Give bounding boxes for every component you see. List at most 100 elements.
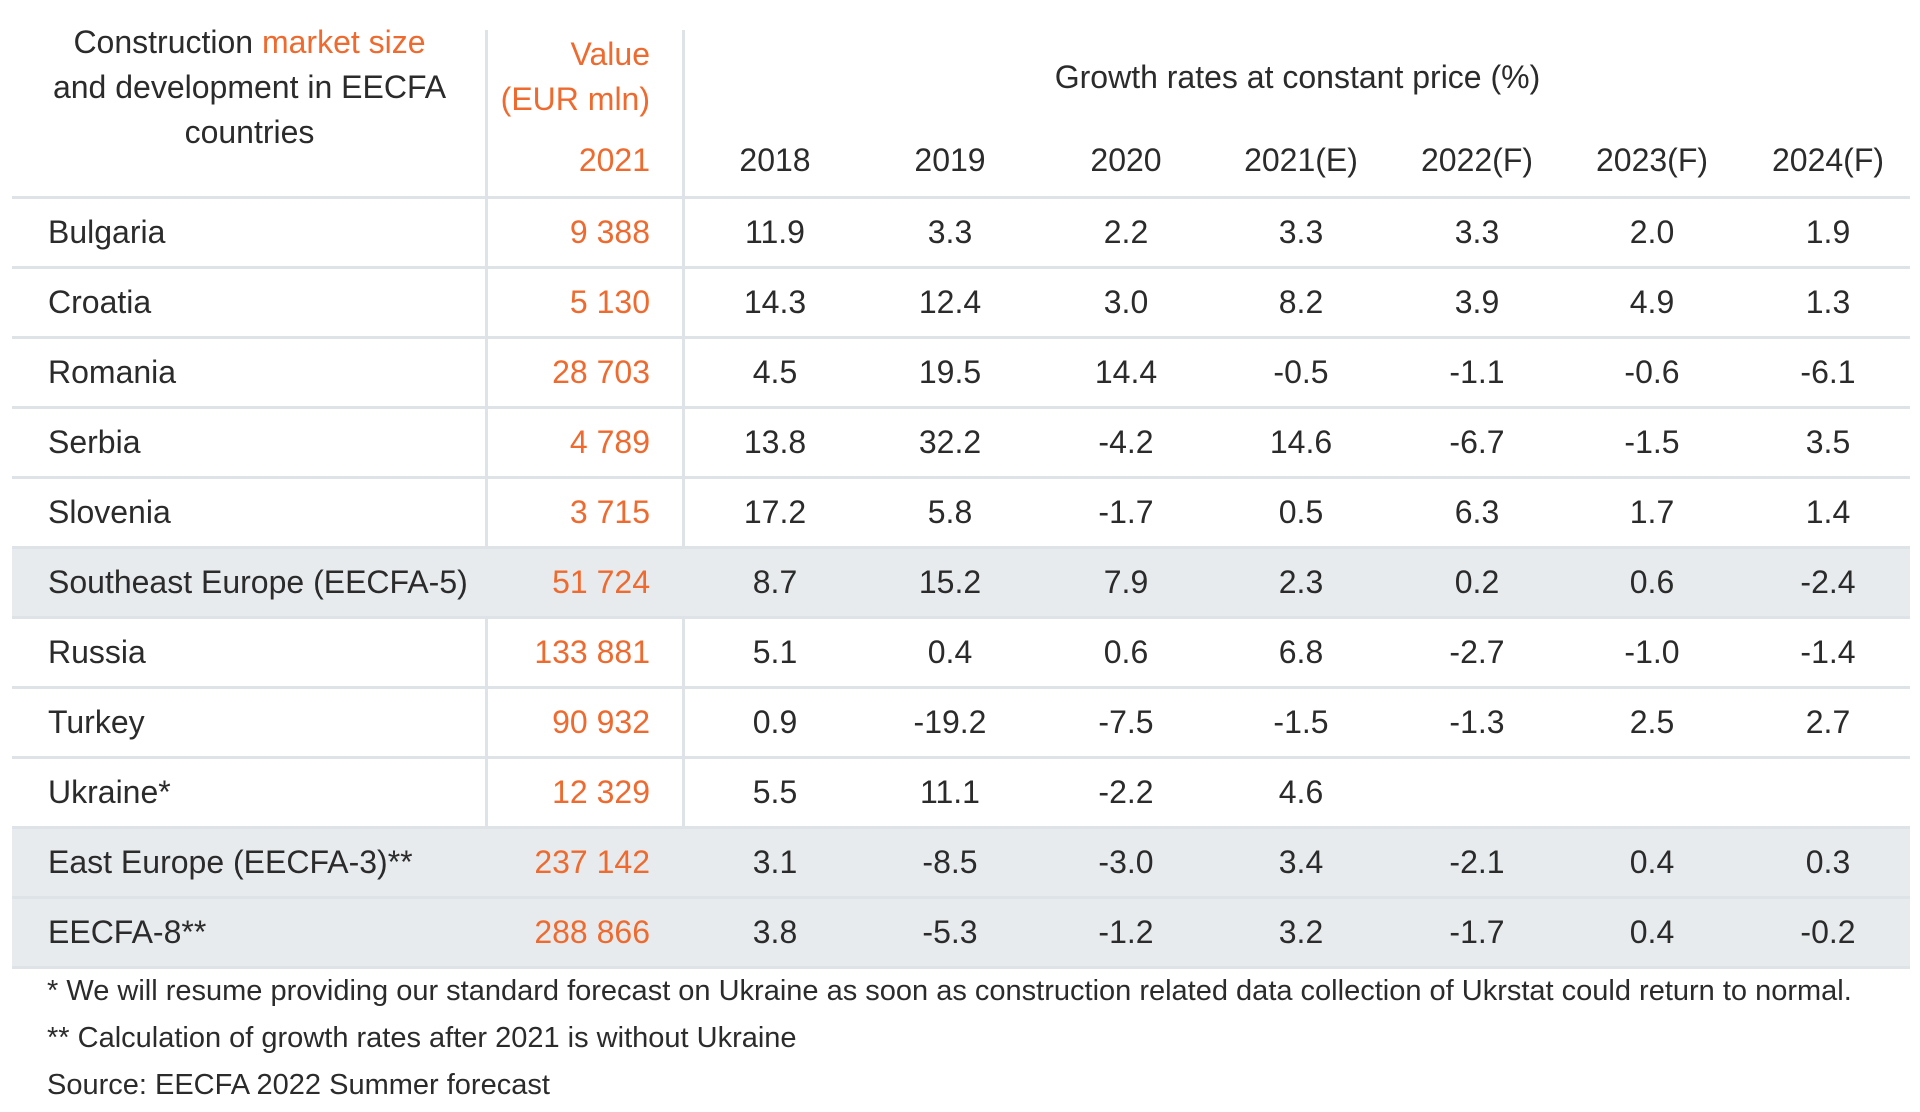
growth-cell: 1.9 (1805, 214, 1851, 250)
growth-cell: -19.2 (913, 704, 987, 740)
table-row: Slovenia 3 715 17.2 5.8 -1.7 0.5 6.3 1.7 1.4 (12, 479, 1910, 549)
growth-cell: -0.6 (1624, 354, 1680, 390)
footnote-line: * We will resume providing our standard … (47, 975, 1852, 1007)
growth-cell: -0.2 (1800, 914, 1856, 950)
growth-cell: -5.3 (922, 914, 978, 950)
row-name: Bulgaria (48, 214, 166, 250)
growth-cell: 7.9 (1103, 564, 1149, 600)
table-row: Ukraine* 12 329 5.5 11.1 -2.2 4.6 (12, 759, 1910, 829)
table-row: Southeast Europe (EECFA-5) 51 724 8.7 15.2 7… (12, 549, 1910, 619)
row-name: Southeast Europe (EECFA-5) (48, 564, 468, 600)
growth-cell: -1.3 (1449, 704, 1505, 740)
row-name: EECFA-8** (48, 914, 207, 950)
title-accent: market size (261, 24, 426, 60)
growth-cell: -1.4 (1800, 634, 1856, 670)
growth-cell: 3.0 (1103, 284, 1149, 320)
growth-cell: 2.7 (1805, 704, 1851, 740)
growth-cell: 4.5 (752, 354, 798, 390)
growth-cell: 1.4 (1805, 494, 1851, 530)
growth-cell: 6.8 (1278, 634, 1324, 670)
growth-cell: -2.2 (1098, 774, 1154, 810)
growth-cell: 3.4 (1278, 844, 1324, 880)
row-value: 288 866 (534, 914, 650, 950)
growth-cell: 12.4 (918, 284, 982, 320)
growth-header: Growth rates at constant price (%) (1054, 59, 1541, 95)
growth-cell: 17.2 (743, 494, 807, 530)
growth-cell: -1.7 (1098, 494, 1154, 530)
growth-cell: 0.3 (1805, 844, 1851, 880)
row-name: Croatia (48, 284, 152, 320)
row-value: 3 715 (569, 494, 650, 530)
growth-cell: 6.3 (1454, 494, 1500, 530)
growth-cell (1748, 759, 1908, 826)
year-header-2022f: 2022(F) (1420, 142, 1534, 178)
growth-cell: 5.5 (752, 774, 798, 810)
growth-cell: 3.3 (927, 214, 973, 250)
value-header: Value (EUR mln) (490, 32, 650, 122)
row-name: Slovenia (48, 494, 171, 530)
value-header-line1: Value (570, 36, 650, 72)
growth-cell: 0.6 (1629, 564, 1675, 600)
growth-cell: 5.8 (927, 494, 973, 530)
header-divider (12, 196, 1910, 199)
table-row: East Europe (EECFA-3)** 237 142 3.1 -8.5 -3.… (12, 829, 1910, 899)
growth-cell (1572, 759, 1732, 826)
growth-cell: 11.9 (745, 214, 805, 250)
growth-cell: 1.7 (1629, 494, 1675, 530)
growth-cell: 0.6 (1103, 634, 1149, 670)
year-header-2020: 2020 (1090, 142, 1162, 178)
table-row: Turkey 90 932 0.9 -19.2 -7.5 -1.5 -1.3 2.5 2.7 (12, 689, 1910, 759)
growth-column-separator (682, 30, 685, 964)
growth-cell: -1.2 (1098, 914, 1154, 950)
title-part3: countries (184, 114, 315, 150)
table-row: Romania 28 703 4.5 19.5 14.4 -0.5 -1.1 -0.6 -6.1 (12, 339, 1910, 409)
footnotes: * We will resume providing our standard … (47, 968, 1852, 1109)
growth-cell: -3.0 (1098, 844, 1154, 880)
growth-cell: 0.5 (1278, 494, 1324, 530)
value-column-separator (485, 30, 488, 964)
growth-cell: 1.3 (1805, 284, 1851, 320)
growth-cell: -2.1 (1449, 844, 1505, 880)
growth-cell: 14.3 (743, 284, 807, 320)
growth-cell: 3.3 (1454, 214, 1500, 250)
row-name: Russia (48, 634, 146, 670)
row-name: East Europe (EECFA-3)** (48, 844, 413, 880)
growth-cell: -0.5 (1273, 354, 1329, 390)
footnote-line: ** Calculation of growth rates after 202… (47, 1022, 797, 1054)
growth-cell: 0.4 (927, 634, 973, 670)
table-row: Bulgaria 9 388 11.9 3.3 2.2 3.3 3.3 2.0 1.9 (12, 199, 1910, 269)
growth-cell: 14.4 (1094, 354, 1158, 390)
growth-cell: 32.2 (918, 424, 982, 460)
footnote-line: Source: EECFA 2022 Summer forecast (47, 1069, 550, 1101)
growth-cell: 0.4 (1629, 914, 1675, 950)
table-title: Construction market size and development… (12, 20, 487, 155)
growth-cell: -4.2 (1098, 424, 1154, 460)
value-year-header: 2021 (578, 142, 650, 178)
growth-cell: 3.8 (752, 914, 798, 950)
growth-cell: 0.4 (1629, 844, 1675, 880)
growth-cell: 8.2 (1278, 284, 1324, 320)
growth-cell: -1.0 (1624, 634, 1680, 670)
growth-cell: 3.2 (1278, 914, 1324, 950)
row-name: Ukraine* (48, 774, 171, 810)
row-value: 133 881 (534, 634, 650, 670)
row-value: 9 388 (569, 214, 650, 250)
growth-cell: -2.4 (1800, 564, 1856, 600)
growth-cell: 3.1 (752, 844, 798, 880)
growth-cell: 11.1 (920, 774, 980, 810)
growth-cell: 0.9 (752, 704, 798, 740)
table-row: EECFA-8** 288 866 3.8 -5.3 -1.2 3.2 -1.7 0.4 -0.… (12, 899, 1910, 969)
row-name: Serbia (48, 424, 141, 460)
growth-cell: -1.5 (1273, 704, 1329, 740)
growth-cell: -6.1 (1800, 354, 1856, 390)
growth-cell (1397, 759, 1557, 826)
growth-cell: 13.8 (743, 424, 807, 460)
growth-cell: 8.7 (752, 564, 798, 600)
row-name: Romania (48, 354, 177, 390)
row-value: 28 703 (552, 354, 650, 390)
table-row: Russia 133 881 5.1 0.4 0.6 6.8 -2.7 -1.0 -1.4 (12, 619, 1910, 689)
year-header-2024f: 2024(F) (1771, 142, 1885, 178)
growth-cell: 0.2 (1454, 564, 1500, 600)
growth-cell: 14.6 (1269, 424, 1333, 460)
growth-cell: 3.3 (1278, 214, 1324, 250)
